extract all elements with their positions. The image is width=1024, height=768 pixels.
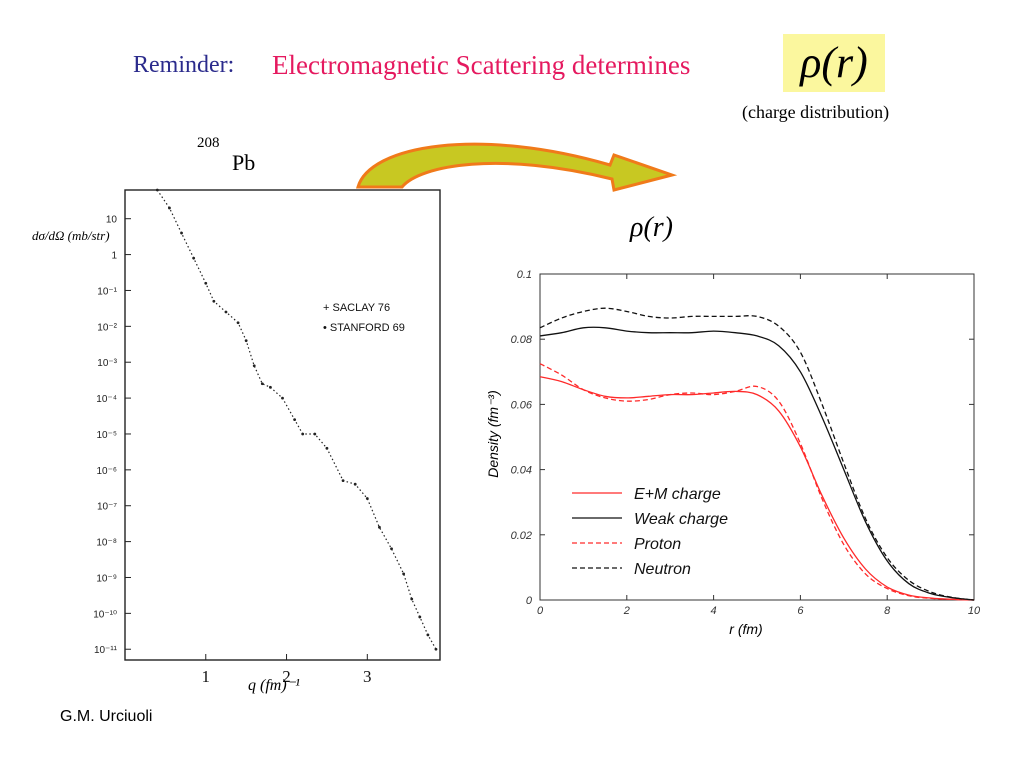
data-point [236,321,240,325]
y-tick-label: 0 [526,595,533,607]
y-tick-label: 10⁻¹⁰ [93,609,117,620]
data-point [353,482,357,486]
x-axis-label: q (fm)⁻¹ [248,677,300,694]
data-point [418,615,422,619]
data-point [204,281,208,285]
y-tick-label: 10 [106,215,118,226]
y-tick-label: 10⁻³ [97,358,117,369]
legend-entry: • STANFORD 69 [323,322,405,334]
data-point [180,231,183,235]
data-point [434,647,438,651]
slide-title: Electromagnetic Scattering determines [272,50,691,80]
data-point [325,446,329,450]
x-tick-label: 2 [282,667,291,686]
data-point [365,497,369,500]
mass-number: 208 [197,135,220,151]
data-point [426,633,430,637]
author-credit: G.M. Urciuoli [60,708,153,725]
y-tick-label: 10⁻¹ [97,286,117,297]
y-axis-label: dσ/dΩ (mb/str) [32,228,110,243]
y-tick-label: 10⁻¹¹ [94,645,118,656]
y-tick-label: 0.08 [511,334,533,346]
data-point [260,382,264,386]
data-point [341,479,345,483]
y-axis-label: Density (fm⁻³) [485,390,501,478]
y-tick-label: 10⁻⁹ [96,573,117,584]
rho-symbol: ρ(r) [800,38,868,87]
series-line [539,376,975,601]
series-line [539,307,975,601]
data-point [402,572,406,576]
x-tick-label: 6 [797,605,804,617]
data-point [168,206,171,210]
x-tick-label: 4 [711,605,717,617]
data-point [212,299,216,303]
cross-section-chart: 10 1 10⁻¹ 10⁻² 10⁻³ 10⁻⁴ 10⁻⁵ 10⁻⁶ 10⁻⁷ 10⁻⁸ 10⁻⁹ 1… [32,188,441,694]
x-axis-label: r (fm) [729,621,762,637]
x-tick-label: 2 [623,605,630,617]
y-tick-label: 10⁻⁶ [96,466,117,477]
data-point [155,188,159,192]
x-tick-label: 10 [968,605,981,617]
density-chart: 0 2 4 6 8 10 0 0.02 0.04 0.06 0.08 0.1 E+M charge We… [485,269,981,637]
density-label: ρ(r) [630,212,673,243]
legend-label: Weak charge [634,511,728,528]
y-tick-label: 10⁻² [97,322,117,333]
legend-entry: + SACLAY 76 [323,302,390,314]
x-tick-label: 8 [884,605,891,617]
series-line [539,363,975,601]
charge-distribution-note: (charge distribution) [742,102,890,122]
data-point [252,364,256,368]
reminder-label: Reminder: [133,52,235,78]
y-tick-label: 0.1 [517,269,532,281]
x-tick-label: 1 [202,667,211,686]
data-point [192,256,196,260]
data-point [390,547,393,551]
y-tick-label: 10⁻⁷ [97,502,117,513]
data-point [268,385,272,389]
y-tick-label: 10⁻⁸ [96,538,117,549]
data-point [244,339,248,343]
x-tick-label: 0 [537,605,544,617]
x-tick-label: 3 [363,667,372,686]
series-line [539,326,975,601]
legend-label: E+M charge [634,486,721,503]
data-point [293,418,297,422]
element-symbol: Pb [232,150,256,175]
data-curve [156,189,437,650]
data-point [378,525,381,529]
data-point [313,432,317,436]
y-tick-label: 0.06 [511,399,533,411]
y-tick-label: 10⁻⁵ [96,430,117,441]
data-point [410,597,414,601]
data-point [301,432,305,436]
plot-frame [124,189,441,661]
curved-arrow-icon [356,142,678,192]
plot-frame [539,273,975,601]
legend-label: Neutron [634,561,691,578]
y-tick-label: 0.04 [511,465,532,477]
data-point [281,396,284,400]
rho-highlight-box [783,34,885,92]
data-point [224,310,228,314]
legend-label: Proton [634,536,681,553]
y-tick-label: 1 [111,251,117,262]
y-tick-label: 10⁻⁴ [96,394,117,405]
y-tick-label: 0.02 [511,530,532,542]
